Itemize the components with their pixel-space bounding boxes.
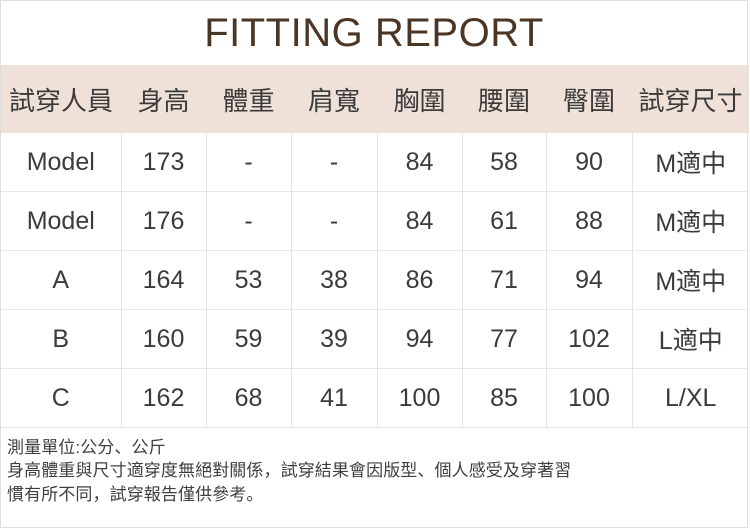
cell-size: M適中 xyxy=(632,133,749,192)
column-header-weight: 體重 xyxy=(206,65,291,133)
cell-waist: 77 xyxy=(462,309,547,369)
cell-height: 160 xyxy=(121,309,207,369)
column-header-person: 試穿人員 xyxy=(1,65,121,133)
title-band: FITTING REPORT xyxy=(1,1,747,65)
table-header-row: 試穿人員 身高 體重 肩寬 胸圍 腰圍 臀圍 試穿尺寸 xyxy=(1,65,749,133)
cell-size: M適中 xyxy=(632,250,749,310)
cell-person: C xyxy=(1,368,122,428)
cell-waist: 71 xyxy=(462,250,547,310)
column-header-shoulder: 肩寬 xyxy=(291,65,377,133)
cell-person: B xyxy=(1,309,122,369)
cell-waist: 85 xyxy=(462,368,547,428)
table-row: Model 173 - - 84 58 90 M適中 xyxy=(1,133,749,192)
note-line-disclaimer-cont: 慣有所不同，試穿報告僅供參考。 xyxy=(7,484,264,504)
table-row: A 164 53 38 86 71 94 M適中 xyxy=(1,250,749,310)
cell-person: Model xyxy=(1,191,122,251)
cell-bust: 86 xyxy=(377,250,463,310)
page-title: FITTING REPORT xyxy=(204,11,544,55)
cell-height: 176 xyxy=(121,191,207,251)
column-header-size: 試穿尺寸 xyxy=(632,65,749,133)
cell-bust: 84 xyxy=(377,133,463,192)
cell-waist: 58 xyxy=(462,133,547,192)
cell-size: M適中 xyxy=(632,191,749,251)
cell-hip: 100 xyxy=(546,368,633,428)
cell-weight: - xyxy=(206,133,292,192)
column-header-waist: 腰圍 xyxy=(462,65,546,133)
table-row: B 160 59 39 94 77 102 L適中 xyxy=(1,309,749,369)
cell-shoulder: 38 xyxy=(291,250,378,310)
cell-hip: 90 xyxy=(546,133,633,192)
cell-shoulder: 41 xyxy=(291,368,378,428)
cell-shoulder: 39 xyxy=(291,309,378,369)
table-row: C 162 68 41 100 85 100 L/XL xyxy=(1,368,749,428)
cell-weight: 53 xyxy=(206,250,292,310)
cell-height: 162 xyxy=(121,368,207,428)
cell-weight: 59 xyxy=(206,309,292,369)
fitting-report-table: 試穿人員 身高 體重 肩寬 胸圍 腰圍 臀圍 試穿尺寸 Model 173 - … xyxy=(1,65,749,428)
column-header-height: 身高 xyxy=(121,65,206,133)
cell-bust: 100 xyxy=(377,368,463,428)
cell-height: 173 xyxy=(121,133,207,192)
table-row: Model 176 - - 84 61 88 M適中 xyxy=(1,191,749,251)
cell-weight: - xyxy=(206,191,292,251)
column-header-bust: 胸圍 xyxy=(377,65,462,133)
note-line-disclaimer: 身高體重與尺寸適穿度無絕對關係，試穿結果會因版型、個人感受及穿著習 xyxy=(7,461,572,481)
cell-person: Model xyxy=(1,133,122,192)
note-line-units: 測量單位:公分、公斤 xyxy=(7,438,166,457)
cell-shoulder: - xyxy=(291,191,378,251)
cell-shoulder: - xyxy=(291,133,378,192)
cell-weight: 68 xyxy=(206,368,292,428)
table-body: Model 173 - - 84 58 90 M適中 Model 176 - -… xyxy=(1,133,749,428)
cell-hip: 88 xyxy=(546,191,633,251)
cell-bust: 94 xyxy=(377,309,463,369)
cell-size: L/XL xyxy=(632,368,749,428)
cell-bust: 84 xyxy=(377,191,463,251)
cell-height: 164 xyxy=(121,250,207,310)
measurement-notes: 測量單位:公分、公斤 身高體重與尺寸適穿度無絕對關係，試穿結果會因版型、個人感受… xyxy=(1,428,747,506)
column-header-hip: 臀圍 xyxy=(546,65,632,133)
cell-person: A xyxy=(1,250,122,310)
table-header: 試穿人員 身高 體重 肩寬 胸圍 腰圍 臀圍 試穿尺寸 xyxy=(1,65,749,133)
cell-size: L適中 xyxy=(632,309,749,369)
cell-hip: 94 xyxy=(546,250,633,310)
cell-hip: 102 xyxy=(546,309,633,369)
cell-waist: 61 xyxy=(462,191,547,251)
